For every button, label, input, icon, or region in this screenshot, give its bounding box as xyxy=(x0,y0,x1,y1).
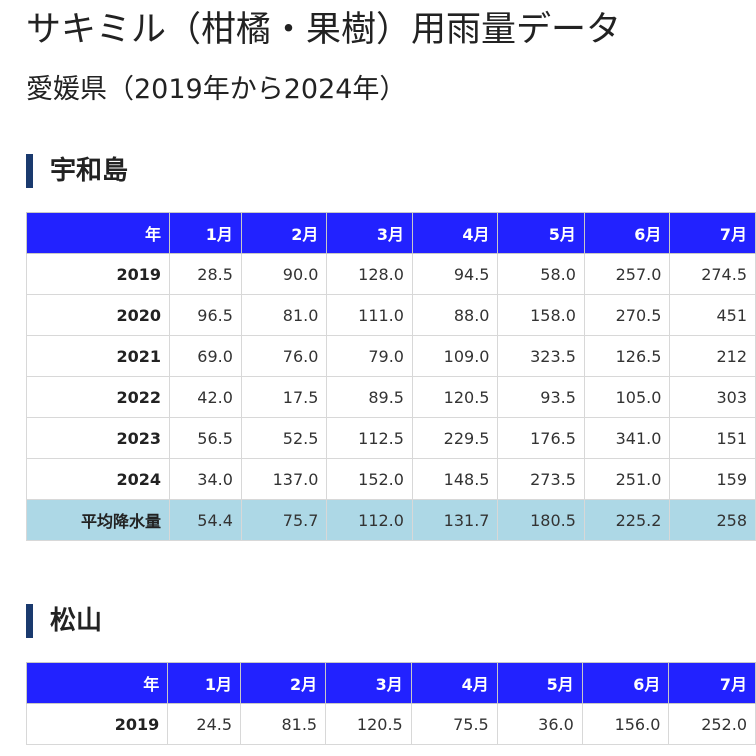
column-header-apr: 4月 xyxy=(410,662,498,704)
rainfall-cell: 176.5 xyxy=(497,417,585,459)
column-header-year: 年 xyxy=(26,212,170,254)
average-cell: 225.2 xyxy=(583,499,671,541)
column-header-jan: 1月 xyxy=(167,662,242,704)
rainfall-cell: 151 xyxy=(669,417,756,459)
rainfall-cell: 112.5 xyxy=(326,417,413,459)
rainfall-table-matsuyama: 年 1月 2月 3月 4月 5月 6月 7月 2019 24.5 81.5 12… xyxy=(25,662,756,745)
table-row: 2022 42.0 17.5 89.5 120.5 93.5 105.0 303 xyxy=(26,376,756,418)
average-cell: 258 xyxy=(669,499,756,541)
row-year-cell: 2022 xyxy=(26,376,170,418)
table-row: 2019 24.5 81.5 120.5 75.5 36.0 156.0 252… xyxy=(25,703,756,745)
section-title-matsuyama: 松山 xyxy=(26,604,102,638)
rainfall-cell: 36.0 xyxy=(496,703,583,745)
rainfall-cell: 128.0 xyxy=(326,253,413,295)
rainfall-cell: 229.5 xyxy=(411,417,499,459)
rainfall-cell: 88.0 xyxy=(411,294,499,336)
table-row: 2023 56.5 52.5 112.5 229.5 176.5 341.0 1… xyxy=(26,417,756,459)
rainfall-cell: 111.0 xyxy=(326,294,413,336)
table-header-row: 年 1月 2月 3月 4月 5月 6月 7月 xyxy=(26,212,756,254)
rainfall-cell: 76.0 xyxy=(240,335,328,377)
table-row: 2019 28.5 90.0 128.0 94.5 58.0 257.0 274… xyxy=(26,253,756,295)
column-header-mar: 3月 xyxy=(325,662,412,704)
average-row: 平均降水量 54.4 75.7 112.0 131.7 180.5 225.2 … xyxy=(26,499,756,541)
rainfall-cell: 90.0 xyxy=(240,253,328,295)
rainfall-cell: 270.5 xyxy=(583,294,671,336)
rainfall-cell: 96.5 xyxy=(169,294,242,336)
rainfall-cell: 42.0 xyxy=(169,376,242,418)
rainfall-cell: 273.5 xyxy=(497,458,585,500)
rainfall-cell: 81.0 xyxy=(240,294,328,336)
rainfall-cell: 56.5 xyxy=(169,417,242,459)
column-header-apr: 4月 xyxy=(411,212,499,254)
rainfall-cell: 24.5 xyxy=(167,703,242,745)
column-header-mar: 3月 xyxy=(326,212,413,254)
row-year-cell: 2023 xyxy=(26,417,170,459)
rainfall-cell: 105.0 xyxy=(583,376,671,418)
table-row: 2021 69.0 76.0 79.0 109.0 323.5 126.5 21… xyxy=(26,335,756,377)
column-header-may: 5月 xyxy=(497,212,585,254)
rainfall-cell: 251.0 xyxy=(583,458,671,500)
row-year-cell: 2024 xyxy=(26,458,170,500)
column-header-feb: 2月 xyxy=(240,662,327,704)
average-cell: 131.7 xyxy=(411,499,499,541)
column-header-jul: 7月 xyxy=(669,212,756,254)
rainfall-cell: 126.5 xyxy=(583,335,671,377)
rainfall-cell: 451 xyxy=(669,294,756,336)
rainfall-cell: 93.5 xyxy=(497,376,585,418)
column-header-jan: 1月 xyxy=(169,212,242,254)
rainfall-cell: 58.0 xyxy=(497,253,585,295)
section-title-uwajima: 宇和島 xyxy=(26,154,128,188)
rainfall-cell: 137.0 xyxy=(240,458,328,500)
rainfall-cell: 323.5 xyxy=(497,335,585,377)
average-cell: 180.5 xyxy=(497,499,585,541)
rainfall-cell: 257.0 xyxy=(583,253,671,295)
rainfall-cell: 341.0 xyxy=(583,417,671,459)
rainfall-cell: 81.5 xyxy=(240,703,327,745)
rainfall-cell: 303 xyxy=(669,376,756,418)
rainfall-cell: 109.0 xyxy=(411,335,499,377)
rainfall-cell: 28.5 xyxy=(169,253,242,295)
page-title: サキミル（柑橘・果樹）用雨量データ xyxy=(26,10,622,50)
row-year-cell: 2019 xyxy=(25,703,169,745)
column-header-year: 年 xyxy=(25,662,169,704)
rainfall-cell: 274.5 xyxy=(669,253,756,295)
rainfall-cell: 120.5 xyxy=(411,376,499,418)
rainfall-cell: 212 xyxy=(669,335,756,377)
rainfall-table-uwajima: 年 1月 2月 3月 4月 5月 6月 7月 2019 28.5 90.0 12… xyxy=(26,212,756,541)
column-header-jul: 7月 xyxy=(668,662,756,704)
rainfall-cell: 152.0 xyxy=(326,458,413,500)
rainfall-cell: 252.0 xyxy=(668,703,756,745)
rainfall-cell: 17.5 xyxy=(240,376,328,418)
column-header-feb: 2月 xyxy=(240,212,328,254)
rainfall-cell: 94.5 xyxy=(411,253,499,295)
rainfall-cell: 159 xyxy=(669,458,756,500)
average-cell: 54.4 xyxy=(169,499,242,541)
rainfall-cell: 79.0 xyxy=(326,335,413,377)
table-row: 2024 34.0 137.0 152.0 148.5 273.5 251.0 … xyxy=(26,458,756,500)
rainfall-cell: 75.5 xyxy=(410,703,498,745)
rainfall-cell: 156.0 xyxy=(581,703,670,745)
rainfall-cell: 69.0 xyxy=(169,335,242,377)
rainfall-cell: 52.5 xyxy=(240,417,328,459)
column-header-may: 5月 xyxy=(496,662,583,704)
rainfall-cell: 158.0 xyxy=(497,294,585,336)
rainfall-cell: 89.5 xyxy=(326,376,413,418)
rainfall-cell: 34.0 xyxy=(169,458,242,500)
table-header-row: 年 1月 2月 3月 4月 5月 6月 7月 xyxy=(25,662,756,704)
page-subtitle: 愛媛県（2019年から2024年） xyxy=(26,74,407,105)
column-header-jun: 6月 xyxy=(583,212,671,254)
average-cell: 75.7 xyxy=(240,499,328,541)
table-row: 2020 96.5 81.0 111.0 88.0 158.0 270.5 45… xyxy=(26,294,756,336)
average-label: 平均降水量 xyxy=(26,499,170,541)
row-year-cell: 2019 xyxy=(26,253,170,295)
rainfall-cell: 148.5 xyxy=(411,458,499,500)
rainfall-cell: 120.5 xyxy=(325,703,412,745)
row-year-cell: 2020 xyxy=(26,294,170,336)
average-cell: 112.0 xyxy=(326,499,413,541)
row-year-cell: 2021 xyxy=(26,335,170,377)
column-header-jun: 6月 xyxy=(581,662,670,704)
